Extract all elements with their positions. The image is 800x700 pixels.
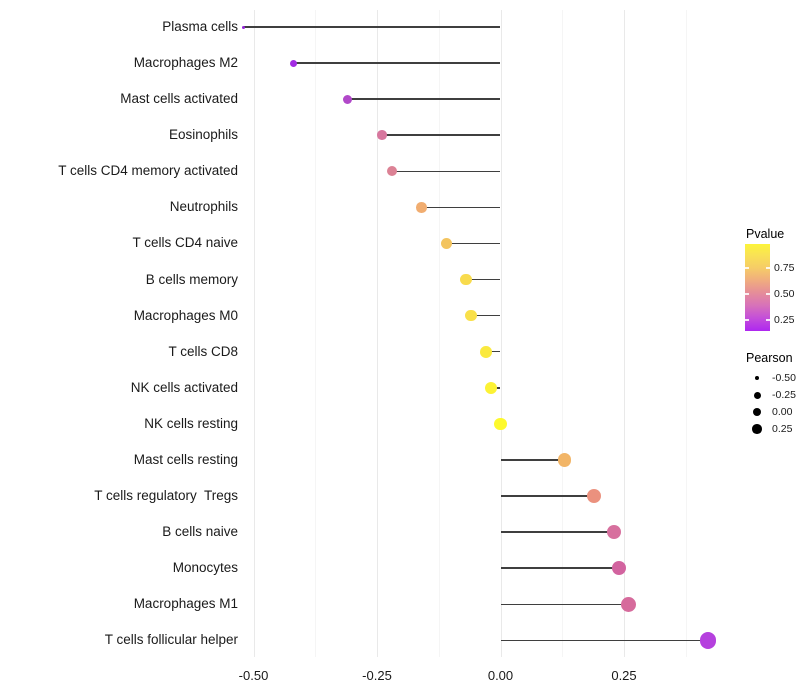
- gridline-major: [377, 10, 378, 657]
- lollipop-stem: [500, 603, 629, 606]
- pearson-key-label: -0.50: [772, 371, 796, 384]
- lollipop-dot: [377, 130, 387, 140]
- lollipop-stem: [500, 495, 595, 497]
- y-axis-label: Eosinophils: [168, 127, 238, 143]
- pearson-key-label: 0.00: [772, 405, 793, 418]
- pearson-key-dot: [753, 391, 761, 399]
- lollipop-stem: [465, 278, 501, 281]
- y-axis-label: T cells regulatory Tregs: [94, 488, 238, 504]
- lollipop-stem: [293, 62, 501, 64]
- y-axis-label: Mast cells activated: [120, 91, 238, 107]
- gridline-major: [624, 10, 625, 657]
- pearson-key-label: 0.25: [772, 422, 793, 435]
- pvalue-gradient-bar: [745, 244, 770, 331]
- y-axis-label: NK cells resting: [144, 415, 238, 431]
- pvalue-tick-mark: [745, 267, 749, 269]
- y-axis-label: Monocytes: [172, 560, 238, 576]
- lollipop-dot: [479, 345, 492, 358]
- lollipop-stem: [347, 98, 501, 100]
- lollipop-stem: [500, 459, 565, 461]
- pearson-key-dot: [752, 407, 762, 417]
- y-axis-label: B cells memory: [145, 271, 238, 287]
- lollipop-dot: [699, 632, 717, 649]
- pvalue-tick-label: 0.25: [774, 313, 795, 326]
- y-axis-label: Macrophages M1: [133, 596, 238, 612]
- gridline-minor: [315, 10, 317, 657]
- y-axis-label: Neutrophils: [169, 199, 238, 215]
- lollipop-dot: [386, 166, 397, 177]
- lollipop-stem: [485, 350, 501, 353]
- y-axis-label: Macrophages M0: [133, 307, 238, 323]
- lollipop-dot: [460, 273, 472, 286]
- lollipop-dot: [416, 202, 427, 213]
- x-axis-tick-label: -0.25: [362, 668, 392, 683]
- pvalue-tick-label: 0.50: [774, 287, 795, 300]
- pvalue-legend-title: Pvalue: [746, 227, 785, 241]
- lollipop-dot: [557, 453, 572, 467]
- lollipop-dot: [289, 59, 297, 67]
- pearson-key-label: -0.25: [772, 388, 796, 401]
- pvalue-tick-mark: [745, 293, 749, 295]
- y-axis-label: Mast cells resting: [133, 451, 238, 467]
- y-axis-label: T cells CD4 memory activated: [58, 163, 238, 179]
- gridline-major: [500, 10, 502, 657]
- lollipop-dot: [465, 309, 477, 322]
- lollipop-dot: [494, 417, 507, 430]
- lollipop-stem: [500, 639, 708, 642]
- lollipop-stem: [470, 314, 501, 317]
- x-axis-tick-label: 0.25: [611, 668, 637, 683]
- y-axis-label: T cells follicular helper: [104, 632, 238, 648]
- pvalue-tick-mark: [766, 293, 770, 295]
- pearson-key-dot: [754, 375, 760, 381]
- lollipop-dot: [611, 560, 627, 576]
- lollipop-dot: [440, 237, 452, 249]
- lollipop-dot: [484, 381, 497, 394]
- lollipop-stem: [381, 134, 501, 136]
- x-axis-tick-label: -0.50: [238, 668, 269, 683]
- lollipop-dot: [342, 94, 352, 104]
- gridline-minor: [685, 10, 687, 657]
- lollipop-dot: [606, 524, 622, 540]
- gridline-major: [253, 10, 255, 657]
- pearson-key-dot: [752, 424, 762, 434]
- lollipop-dot: [621, 596, 637, 612]
- y-axis-label: Macrophages M2: [133, 55, 238, 71]
- y-axis-label: T cells CD8: [168, 343, 238, 359]
- pvalue-tick-mark: [766, 267, 770, 269]
- pvalue-tick-mark: [766, 319, 770, 321]
- lollipop-stem: [391, 170, 501, 173]
- pearson-legend-title: Pearson: [746, 351, 793, 365]
- gridline-minor: [438, 10, 440, 657]
- lollipop-stem: [500, 531, 615, 533]
- lollipop-dot: [242, 25, 246, 29]
- y-axis-label: NK cells activated: [130, 379, 238, 395]
- lollipop-stem: [500, 567, 620, 569]
- y-axis-label: Plasma cells: [162, 19, 238, 34]
- lollipop-stem: [243, 26, 501, 28]
- y-axis-label: B cells naive: [162, 524, 238, 540]
- lollipop-stem: [446, 242, 501, 245]
- x-axis-tick-label: 0.00: [487, 668, 514, 683]
- lollipop-dot: [587, 489, 602, 504]
- y-axis-label: T cells CD4 naive: [132, 235, 238, 251]
- lollipop-stem: [421, 206, 501, 209]
- gridline-minor: [562, 10, 564, 657]
- pvalue-tick-mark: [745, 319, 749, 321]
- pvalue-tick-label: 0.75: [774, 261, 795, 274]
